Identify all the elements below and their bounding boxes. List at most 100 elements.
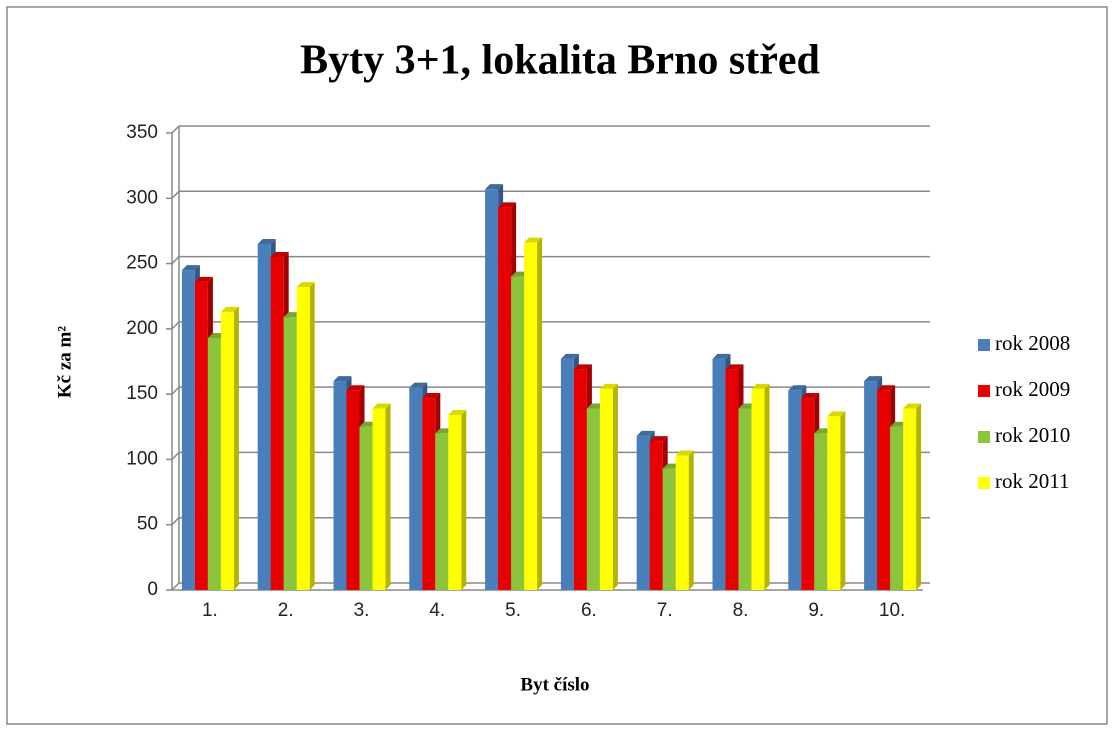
bar: [207, 337, 221, 590]
y-tick-label: 50: [137, 514, 158, 535]
chart-title: Byty 3+1, lokalita Brno střed: [300, 38, 820, 84]
x-tick-label: 7.: [657, 600, 673, 621]
bar-top: [599, 383, 618, 389]
bar: [560, 358, 574, 590]
bar-top: [194, 276, 213, 282]
bar: [877, 390, 891, 590]
bar: [814, 433, 828, 590]
bar: [599, 388, 613, 590]
grid-line-depth: [171, 451, 180, 460]
grid-line-depth: [171, 190, 180, 199]
legend-label: rok 2008: [995, 331, 1070, 355]
bar-top: [409, 382, 428, 388]
grid-line-depth: [171, 582, 180, 591]
bar: [435, 433, 449, 590]
grid-line-depth: [171, 517, 180, 526]
bar-top: [498, 202, 517, 208]
bar-top: [801, 393, 820, 399]
grid-line-depth: [171, 321, 180, 330]
bar: [524, 242, 538, 590]
bar: [257, 243, 271, 590]
bar: [649, 441, 663, 590]
bar: [788, 390, 802, 590]
bar: [864, 381, 878, 590]
bar: [801, 398, 815, 590]
bar-top: [877, 385, 896, 391]
bar-side: [840, 411, 846, 590]
legend-swatch: [978, 339, 990, 351]
bar-side: [688, 450, 694, 590]
x-axis-label: Byt číslo: [520, 674, 589, 695]
y-tick-label: 100: [126, 448, 158, 469]
bar-top: [649, 436, 668, 442]
bar: [586, 408, 600, 590]
grid-line-depth: [171, 125, 180, 134]
bar-top: [827, 411, 846, 417]
bar-top: [333, 376, 352, 382]
bar-top: [485, 184, 504, 190]
x-tick-label: 9.: [808, 600, 824, 621]
bar: [890, 426, 904, 590]
y-tick-label: 350: [126, 122, 158, 143]
bar: [636, 435, 650, 590]
bar-top: [903, 403, 922, 409]
x-tick-label: 8.: [733, 600, 749, 621]
legend-swatch: [978, 431, 990, 443]
legend-swatch: [978, 477, 990, 489]
bar: [485, 189, 499, 590]
bar-top: [675, 450, 694, 456]
bar-side: [461, 410, 467, 590]
bar-top: [220, 306, 239, 312]
y-tick-label: 0: [147, 579, 158, 600]
grid-line-depth: [171, 256, 180, 265]
bar: [333, 381, 347, 590]
bar-top: [372, 403, 391, 409]
x-tick-label: 5.: [505, 600, 521, 621]
bar: [220, 311, 234, 590]
x-tick-label: 4.: [429, 600, 445, 621]
bar: [827, 416, 841, 590]
grid-line-depth: [171, 386, 180, 395]
bar: [498, 207, 512, 590]
bar: [422, 398, 436, 590]
bar: [409, 387, 423, 590]
legend-swatch: [978, 385, 990, 397]
bar: [725, 369, 739, 590]
bar-side: [612, 383, 618, 590]
bar: [346, 390, 360, 590]
bar-side: [385, 403, 391, 590]
bar-top: [422, 393, 441, 399]
bar-side: [309, 282, 315, 590]
bar: [751, 388, 765, 590]
x-tick-label: 6.: [581, 600, 597, 621]
bar-top: [864, 376, 883, 382]
bar-top: [346, 385, 365, 391]
legend-label: rok 2011: [995, 469, 1069, 493]
bar: [296, 287, 310, 590]
y-tick-label: 200: [126, 318, 158, 339]
bar-top: [296, 282, 315, 288]
bar-side: [916, 403, 922, 590]
legend-label: rok 2009: [995, 377, 1070, 401]
bar-top: [270, 252, 289, 258]
bar-top: [524, 237, 543, 243]
bar-top: [788, 385, 807, 391]
x-tick-label: 10.: [879, 600, 905, 621]
bar: [270, 257, 284, 590]
y-tick-label: 250: [126, 253, 158, 274]
bar: [448, 415, 462, 590]
bar: [181, 270, 195, 590]
bar: [359, 426, 373, 590]
bar-top: [725, 364, 744, 370]
bar-side: [764, 383, 770, 590]
bar: [712, 358, 726, 590]
x-tick-label: 1.: [202, 600, 218, 621]
bar-top: [257, 238, 276, 244]
bar-top: [560, 353, 579, 359]
bar: [194, 281, 208, 590]
bar: [511, 276, 525, 590]
bar: [903, 408, 917, 590]
bar-side: [233, 306, 239, 590]
x-tick-label: 2.: [278, 600, 294, 621]
x-tick-label: 3.: [354, 600, 370, 621]
